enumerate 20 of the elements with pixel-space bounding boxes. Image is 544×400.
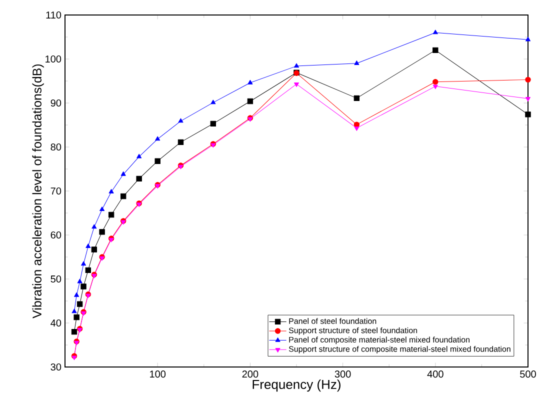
legend-label: Panel of composite material-steel mixed foundation (289, 336, 470, 344)
x-tick-label: 100 (150, 370, 166, 378)
y-tick-label: 40 (50, 319, 62, 327)
y-tick-label: 100 (46, 55, 62, 63)
y-tick-label: 110 (46, 11, 62, 19)
legend-label: Support structure of composite material-steel mixed foundation (288, 346, 510, 354)
y-tick-label: 80 (50, 143, 62, 151)
x-axis-title: Frequency (Hz) (252, 379, 340, 392)
y-tick-label: 30 (50, 363, 62, 371)
y-axis-title: Vibration acceleration level of foundations(dB) (32, 64, 44, 318)
y-tick-label: 50 (50, 275, 62, 283)
y-tick-label: 70 (50, 187, 62, 195)
x-tick-label: 200 (242, 370, 258, 378)
legend-label: Support structure of steel foundation (288, 327, 418, 335)
y-tick-label: 60 (50, 231, 62, 239)
x-tick-label: 400 (427, 370, 444, 378)
x-tick-label: 500 (520, 370, 536, 378)
y-tick-label: 90 (50, 99, 62, 107)
x-tick-label: 300 (334, 370, 351, 378)
legend-label: Panel of steel foundation (289, 318, 376, 324)
